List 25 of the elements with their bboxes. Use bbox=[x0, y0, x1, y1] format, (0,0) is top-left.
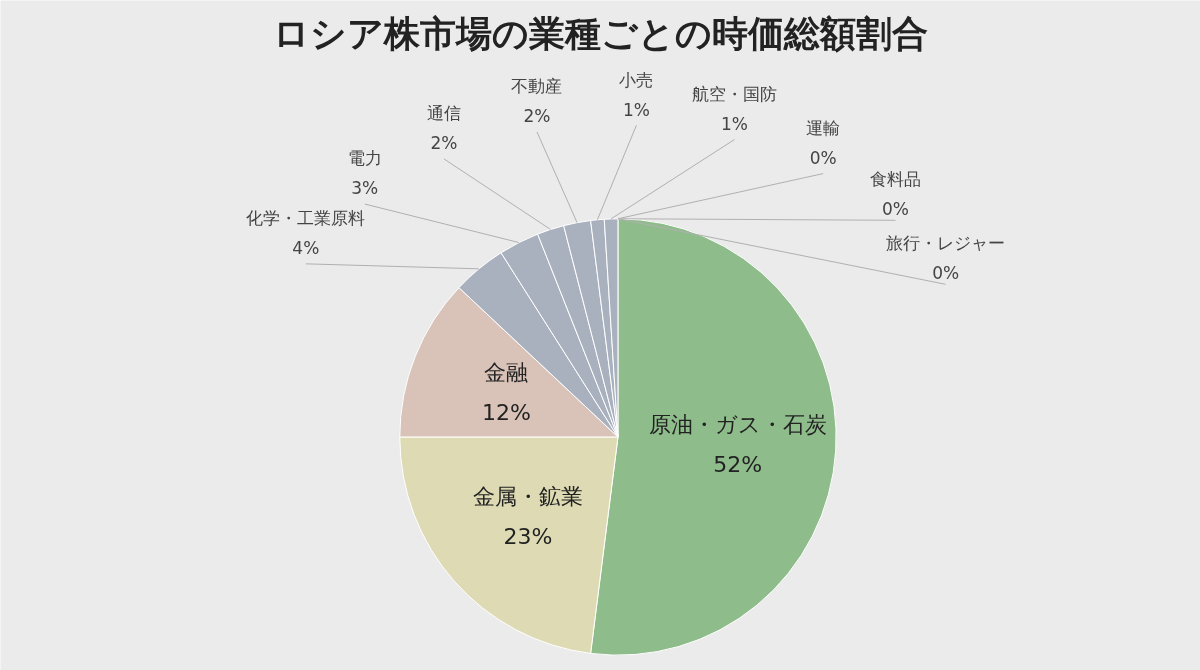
slice-label: 化学・工業原料 bbox=[246, 208, 366, 229]
slice-label: 金融 bbox=[484, 360, 529, 386]
data-label: 4% bbox=[292, 238, 320, 259]
data-label: 12% bbox=[481, 400, 531, 426]
text: 0% bbox=[932, 263, 960, 284]
slice-label: 金属・鉱業 bbox=[472, 483, 583, 509]
data-label: 23% bbox=[503, 523, 553, 549]
data-label: 3% bbox=[351, 178, 379, 199]
text: 0% bbox=[882, 199, 910, 220]
data-label: 2% bbox=[430, 133, 458, 154]
data-label: 1% bbox=[721, 113, 748, 134]
category-label: 旅行・レジャー bbox=[886, 233, 1006, 254]
text: 0% bbox=[809, 148, 837, 169]
slice-label: 原油・ガス・石炭 bbox=[648, 412, 827, 438]
slice-label: 電力 bbox=[347, 148, 382, 169]
data-label: 1% bbox=[622, 99, 650, 120]
category-label: 食料品 bbox=[870, 169, 922, 190]
data-label: 52% bbox=[713, 452, 763, 478]
slice-label: 不動産 bbox=[511, 76, 563, 97]
slice-label: 小売 bbox=[619, 69, 654, 90]
chart-title: ロシア株市場の業種ごとの時価総額割合 bbox=[273, 12, 928, 54]
category-label: 運輸 bbox=[806, 118, 841, 139]
slice-label: 通信 bbox=[426, 103, 461, 124]
data-label: 2% bbox=[523, 106, 551, 127]
slice-label: 航空・国防 bbox=[691, 83, 777, 104]
